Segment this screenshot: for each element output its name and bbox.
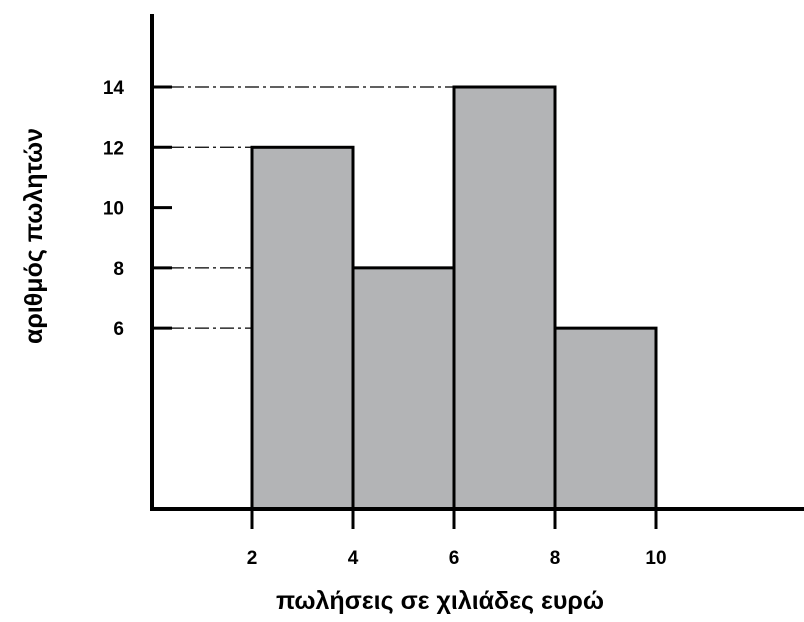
y-tick-label-10: 10	[103, 199, 124, 220]
y-tick-label-14: 14	[103, 78, 125, 99]
y-tick-label-6: 6	[113, 319, 124, 340]
bar-8-10	[553, 326, 658, 511]
x-axis-title: πωλήσεις σε χιλιάδες ευρώ	[276, 587, 604, 615]
x-tick-label-6: 6	[449, 548, 460, 569]
x-tick-label-8: 8	[550, 548, 561, 569]
x-ticks: 2 4 6 8 10	[247, 509, 667, 569]
bar-2-4	[250, 145, 355, 511]
bar-6-8	[452, 85, 557, 511]
bars	[250, 85, 658, 511]
bar-4-6	[351, 266, 456, 511]
y-axis-title: αριθμός πωλητών	[20, 128, 48, 344]
y-tick-label-8: 8	[113, 259, 124, 280]
y-ticks: 6 8 10 12 14	[103, 78, 172, 340]
x-tick-label-4: 4	[348, 548, 359, 569]
x-tick-label-2: 2	[247, 548, 258, 569]
x-tick-label-10: 10	[645, 548, 666, 569]
axes	[150, 14, 804, 511]
y-tick-label-12: 12	[103, 138, 124, 159]
